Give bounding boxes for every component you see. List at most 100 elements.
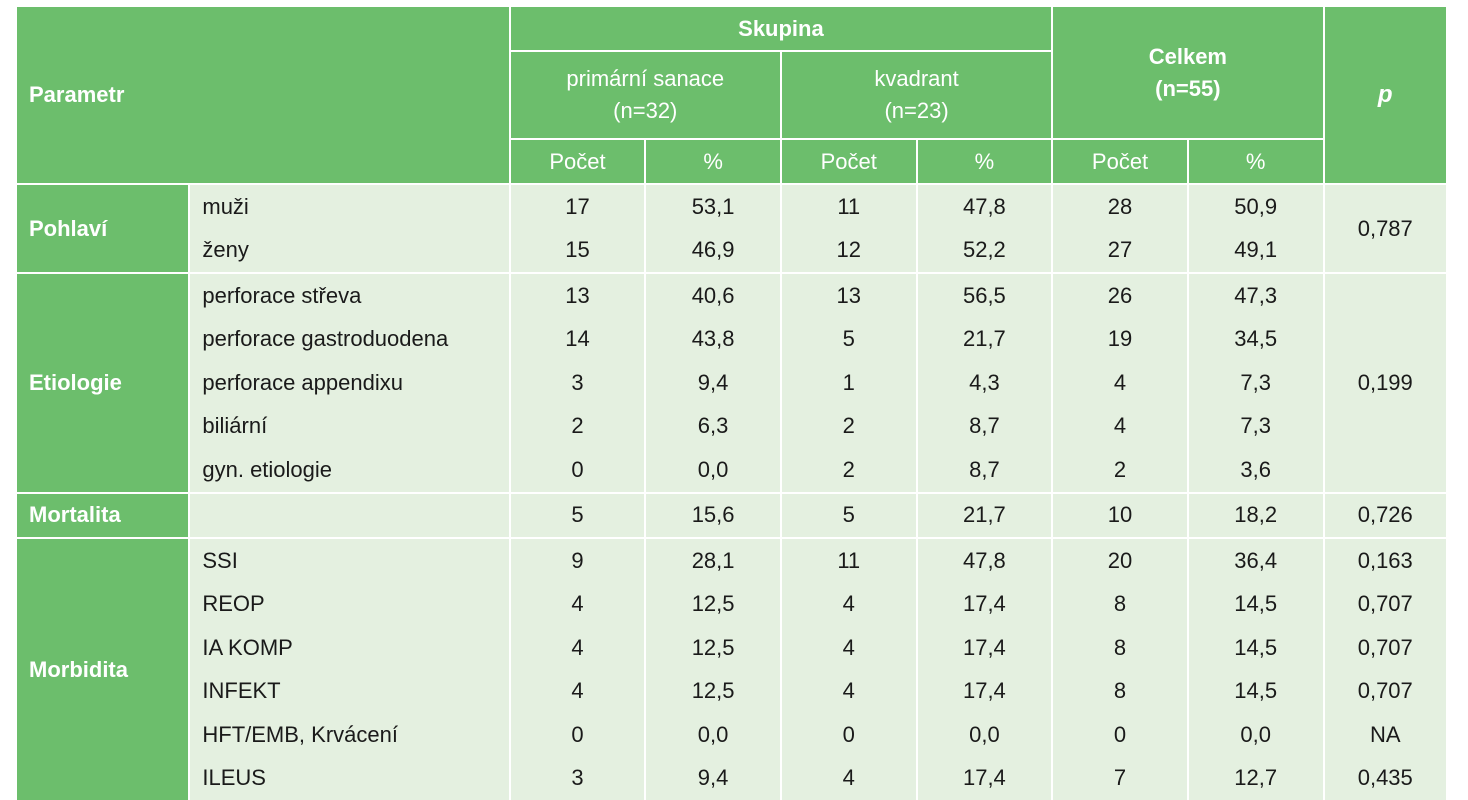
cell-count-celkem: 19 — [1051, 317, 1189, 361]
cell-pct-primarni: 40,6 — [644, 272, 782, 318]
cell-pct-celkem: 7,3 — [1186, 404, 1325, 448]
header-celkem-label: Celkem — [1148, 43, 1227, 69]
header-group-kvadrant: kvadrant (n=23) — [779, 50, 1054, 140]
cell-count-kvadrant: 11 — [779, 183, 918, 229]
cell-pct-celkem: 49,1 — [1186, 228, 1325, 273]
group-label-pohlavi: Pohlaví — [14, 183, 191, 273]
cell-count-celkem: 28 — [1051, 183, 1189, 229]
cell-p-value: 0,726 — [1322, 491, 1448, 538]
cell-pct-kvadrant: 8,7 — [915, 404, 1054, 448]
cell-pct-kvadrant: 17,4 — [915, 582, 1054, 626]
cell-pct-primarni: 9,4 — [644, 361, 782, 405]
row-label: perforace střeva — [188, 272, 511, 318]
cell-count-kvadrant: 5 — [779, 491, 918, 538]
cell-count-kvadrant: 4 — [779, 756, 918, 800]
cell-pct-kvadrant: 47,8 — [915, 537, 1054, 583]
table-row: Etiologie perforace střeva 13 40,6 13 56… — [14, 272, 1448, 493]
header-skupina: Skupina — [508, 5, 1054, 52]
table-row: biliární 2 6,3 2 8,7 4 7,3 — [16, 404, 1447, 448]
row-label: muži — [188, 183, 511, 229]
cell-count-celkem: 20 — [1051, 537, 1189, 583]
cell-count-primarni: 4 — [508, 626, 647, 670]
cell-pct-primarni: 12,5 — [644, 669, 782, 713]
cell-pct-celkem: 3,6 — [1186, 448, 1325, 493]
cell-count-kvadrant: 4 — [779, 669, 918, 713]
cell-p-value: 0,199 — [1322, 272, 1448, 493]
table-row: IA KOMP 4 12,5 4 17,4 8 14,5 0,707 — [16, 626, 1448, 670]
row-label: ženy — [188, 228, 511, 273]
cell-pct-celkem: 12,7 — [1186, 756, 1325, 800]
cell-pct-kvadrant: 56,5 — [915, 272, 1054, 318]
cell-count-primarni: 9 — [508, 537, 647, 583]
table-row: ILEUS 3 9,4 4 17,4 7 12,7 0,435 — [16, 756, 1448, 800]
group-label-mortalita: Mortalita — [14, 491, 191, 538]
table-row: Mortalita 5 15,6 5 21,7 10 18,2 0,726 — [14, 491, 1448, 538]
table-body: Pohlaví muži 17 53,1 11 47,8 28 50,9 0,7… — [14, 183, 1448, 800]
cell-pct-celkem: 0,0 — [1186, 713, 1325, 757]
table-row: gyn. etiologie 0 0,0 2 8,7 2 3,6 — [16, 448, 1447, 493]
cell-pct-primarni: 15,6 — [644, 491, 782, 538]
cell-count-primarni: 4 — [508, 582, 647, 626]
cell-pct-celkem: 50,9 — [1186, 183, 1325, 229]
cell-count-celkem: 7 — [1051, 756, 1189, 800]
cell-count-celkem: 0 — [1051, 713, 1189, 757]
cell-p-value: 0,707 — [1322, 582, 1448, 626]
cell-count-primarni: 14 — [508, 317, 647, 361]
results-table: Parametr Skupina Celkem (n=55) p primárn… — [14, 5, 1448, 800]
cell-count-kvadrant: 0 — [779, 713, 918, 757]
header-group-primarni-sanace: primární sanace (n=32) — [508, 50, 782, 140]
cell-count-primarni: 3 — [508, 756, 647, 800]
cell-pct-kvadrant: 52,2 — [915, 228, 1054, 273]
cell-count-celkem: 26 — [1051, 272, 1189, 318]
cell-pct-celkem: 14,5 — [1186, 626, 1325, 670]
cell-count-primarni: 2 — [508, 404, 647, 448]
cell-pct-kvadrant: 17,4 — [915, 669, 1054, 713]
cell-pct-celkem: 18,2 — [1186, 491, 1325, 538]
cell-pct-celkem: 7,3 — [1186, 361, 1325, 405]
row-label: ILEUS — [188, 756, 511, 800]
cell-pct-primarni: 53,1 — [644, 183, 782, 229]
cell-pct-kvadrant: 17,4 — [915, 626, 1054, 670]
cell-count-celkem: 8 — [1051, 669, 1189, 713]
cell-p-value: 0,787 — [1322, 183, 1448, 273]
row-label: INFEKT — [188, 669, 511, 713]
cell-count-kvadrant: 2 — [779, 404, 918, 448]
header-percent: % — [644, 138, 782, 185]
header-group1-name: primární sanace — [566, 66, 725, 91]
cell-pct-kvadrant: 8,7 — [915, 448, 1054, 493]
cell-count-celkem: 2 — [1051, 448, 1189, 493]
cell-pct-primarni: 9,4 — [644, 756, 782, 800]
cell-count-primarni: 5 — [508, 491, 647, 538]
cell-pct-celkem: 14,5 — [1186, 582, 1325, 626]
row-label: gyn. etiologie — [188, 448, 511, 493]
cell-pct-kvadrant: 21,7 — [915, 317, 1054, 361]
cell-count-primarni: 3 — [508, 361, 647, 405]
row-label: REOP — [188, 582, 511, 626]
table-row: HFT/EMB, Krvácení 0 0,0 0 0,0 0 0,0 NA — [16, 713, 1448, 757]
cell-pct-kvadrant: 4,3 — [915, 361, 1054, 405]
cell-pct-primarni: 28,1 — [644, 537, 782, 583]
header-group2-n: (n=23) — [884, 98, 949, 123]
header-percent: % — [1186, 138, 1325, 185]
cell-count-kvadrant: 1 — [779, 361, 918, 405]
cell-pct-primarni: 12,5 — [644, 626, 782, 670]
cell-count-kvadrant: 5 — [779, 317, 918, 361]
table-row: perforace gastroduodena 14 43,8 5 21,7 1… — [16, 317, 1447, 361]
cell-p-value: NA — [1322, 713, 1448, 757]
row-label: SSI — [188, 537, 511, 583]
cell-count-primarni: 13 — [508, 272, 647, 318]
row-label: biliární — [188, 404, 511, 448]
cell-pct-primarni: 0,0 — [644, 448, 782, 493]
header-celkem: Celkem (n=55) — [1051, 5, 1325, 140]
cell-count-primarni: 15 — [508, 228, 647, 273]
cell-count-primarni: 0 — [508, 713, 647, 757]
cell-count-kvadrant: 13 — [779, 272, 918, 318]
header-p: p — [1322, 5, 1448, 185]
cell-count-kvadrant: 12 — [779, 228, 918, 273]
cell-pct-celkem: 47,3 — [1186, 272, 1325, 318]
cell-pct-kvadrant: 0,0 — [915, 713, 1054, 757]
cell-count-celkem: 27 — [1051, 228, 1189, 273]
cell-count-celkem: 8 — [1051, 582, 1189, 626]
table-row: perforace appendixu 3 9,4 1 4,3 4 7,3 — [16, 361, 1447, 405]
cell-pct-primarni: 46,9 — [644, 228, 782, 273]
